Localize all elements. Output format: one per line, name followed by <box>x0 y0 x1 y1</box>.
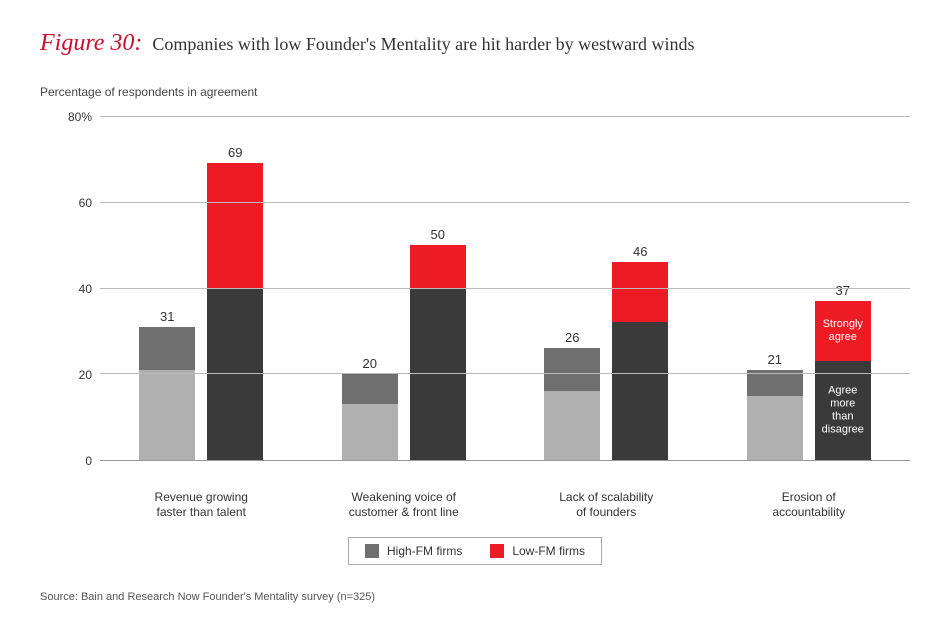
bar-segment-lower <box>342 404 398 460</box>
bar-segment-lower <box>544 391 600 460</box>
legend-item-high: High-FM firms <box>365 544 462 558</box>
gridline <box>100 202 910 203</box>
bar-value-label: 31 <box>139 309 195 324</box>
x-axis-label: Erosion of accountability <box>708 490 911 521</box>
bar-group: 2646 <box>505 117 708 460</box>
bar-segment-lower: Agree more than disagree <box>815 361 871 460</box>
x-axis-label: Revenue growing faster than talent <box>100 490 303 521</box>
segment-annotation-lower: Agree more than disagree <box>815 384 871 437</box>
y-tick: 0 <box>85 454 92 468</box>
bar-value-label: 50 <box>410 227 466 242</box>
bar-segment-upper <box>544 348 600 391</box>
segment-annotation-upper: Strongly agree <box>815 318 871 344</box>
legend-label-high: High-FM firms <box>387 544 462 558</box>
bar-segment-upper <box>612 262 668 322</box>
x-axis-label: Weakening voice of customer & front line <box>303 490 506 521</box>
figure-number: Figure 30: <box>40 30 142 57</box>
y-axis: 80%6040200 <box>60 117 100 461</box>
bar-value-label: 26 <box>544 330 600 345</box>
gridline <box>100 116 910 117</box>
plot-region: 31692050264621Agree more than disagreeSt… <box>100 117 910 461</box>
high-bar: 26 <box>544 348 600 460</box>
low-bar: 69 <box>207 163 263 460</box>
gridline <box>100 373 910 374</box>
bar-group: 2050 <box>303 117 506 460</box>
bar-value-label: 21 <box>747 352 803 367</box>
bar-group: 3169 <box>100 117 303 460</box>
high-bar: 20 <box>342 374 398 460</box>
figure-header: Figure 30: Companies with low Founder's … <box>40 30 910 57</box>
y-tick: 80% <box>68 110 92 124</box>
x-axis-labels: Revenue growing faster than talentWeaken… <box>100 490 910 521</box>
x-axis-label: Lack of scalability of founders <box>505 490 708 521</box>
low-bar: 46 <box>612 262 668 460</box>
bar-segment-upper <box>342 374 398 404</box>
bar-group: 21Agree more than disagreeStrongly agree… <box>708 117 911 460</box>
bar-segment-lower <box>139 370 195 460</box>
legend: High-FM firms Low-FM firms <box>348 537 602 565</box>
bar-value-label: 69 <box>207 145 263 160</box>
high-bar: 21 <box>747 370 803 460</box>
legend-label-low: Low-FM firms <box>512 544 585 558</box>
chart-area: 80%6040200 31692050264621Agree more than… <box>60 117 910 487</box>
source-note: Source: Bain and Research Now Founder's … <box>40 591 910 603</box>
high-bar: 31 <box>139 327 195 460</box>
bar-segment-upper <box>207 163 263 288</box>
bar-segment-upper: Strongly agree <box>815 301 871 361</box>
bar-segment-upper <box>410 245 466 288</box>
gridline <box>100 288 910 289</box>
bar-segment-upper <box>139 327 195 370</box>
y-tick: 40 <box>79 282 92 296</box>
bar-groups: 31692050264621Agree more than disagreeSt… <box>100 117 910 460</box>
bar-value-label: 46 <box>612 244 668 259</box>
legend-swatch-high <box>365 544 379 558</box>
low-bar: Agree more than disagreeStrongly agree37 <box>815 301 871 460</box>
bar-segment-lower <box>747 396 803 461</box>
bar-value-label: 20 <box>342 356 398 371</box>
legend-swatch-low <box>490 544 504 558</box>
figure-title: Companies with low Founder's Mentality a… <box>152 34 694 55</box>
legend-item-low: Low-FM firms <box>490 544 585 558</box>
chart-subtitle: Percentage of respondents in agreement <box>40 85 910 99</box>
y-tick: 20 <box>79 368 92 382</box>
low-bar: 50 <box>410 245 466 460</box>
bar-segment-lower <box>612 322 668 460</box>
y-tick: 60 <box>79 196 92 210</box>
bar-value-label: 37 <box>815 283 871 298</box>
